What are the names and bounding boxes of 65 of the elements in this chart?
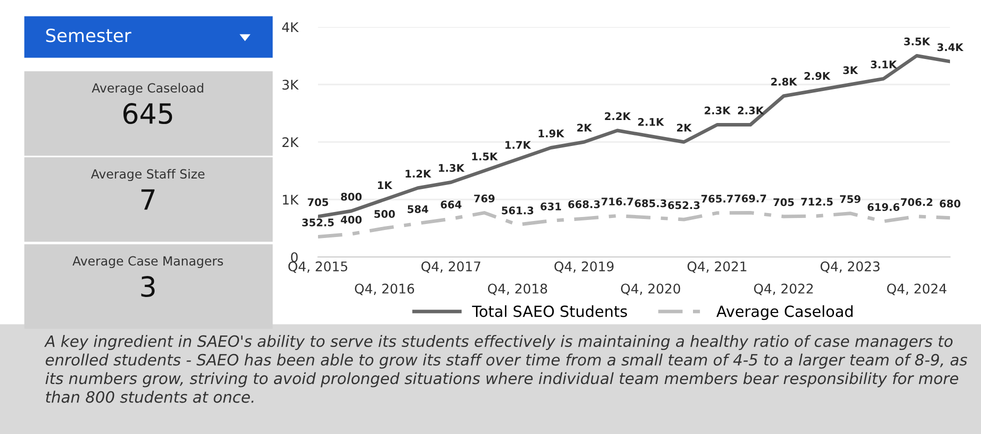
data-label: 1.7K (505, 141, 532, 149)
data-label: 1.3K (438, 164, 465, 172)
x-tick-label: Q4, 2018 (488, 284, 548, 296)
data-label: 1.2K (406, 170, 432, 178)
data-label: 2.3K (738, 106, 764, 114)
x-tick-label: Q4, 2021 (688, 261, 746, 273)
data-label: 706.2 (900, 198, 932, 206)
data-label: 3K (843, 66, 858, 74)
text: 3 (141, 276, 155, 298)
text: 7 (141, 189, 154, 210)
data-label: 619.6 (868, 203, 900, 212)
legend-label: Average Caseload (716, 305, 853, 320)
y-tick-label: 2K (282, 137, 299, 148)
data-label: 668.3 (568, 200, 600, 208)
x-tick-label: Q4, 2023 (820, 261, 880, 273)
text: A key ingredient in SAEO's ability to serve its students effectively is maintaining a healthy ratio of case managers to enrolled students - SAEO has been able to grow its staff over time from a small team of 4-5 to a larger team of 8-9, as its numbers grow, striving to avoid prolonged situations where individual team members bear responsibility for more than 800 students at once. (44, 335, 968, 403)
y-tick-label: 4K (282, 22, 299, 32)
data-label: 1K (378, 181, 392, 189)
data-label: 705 (308, 198, 328, 206)
data-label: 352.5 (302, 218, 334, 226)
y-tick-label: 0 (291, 252, 298, 262)
text: Semester (46, 28, 132, 42)
legend-label: Total SAEO Students (472, 305, 627, 318)
data-label: 2.9K (804, 72, 831, 80)
x-tick-label: Q4, 2017 (421, 261, 480, 273)
text: Average Staff Size (90, 168, 204, 182)
data-label: 3.5K (904, 38, 930, 46)
data-label: 400 (340, 216, 362, 224)
text: Average Case Managers (72, 256, 223, 268)
data-label: 2.8K (771, 78, 798, 86)
data-label: 1.9K (538, 130, 564, 138)
data-label: 769 (474, 194, 495, 202)
data-label: 685.3 (634, 199, 666, 208)
x-tick-label: Q4, 2016 (354, 284, 414, 296)
data-label: 561.3 (502, 206, 534, 214)
data-label: 3.4K (937, 43, 964, 52)
data-label: 3.1K (870, 60, 898, 68)
x-tick-label: Q4, 2015 (288, 261, 348, 273)
data-label: 800 (341, 192, 362, 201)
data-label: 680 (940, 200, 960, 208)
x-tick-label: Q4, 2022 (754, 284, 813, 296)
data-label: 2.3K (704, 106, 731, 114)
y-tick-label: 3K (282, 80, 299, 90)
x-tick-label: Q4, 2024 (887, 284, 946, 296)
data-label: 2.2K (604, 112, 631, 120)
data-label: 2K (577, 124, 592, 132)
data-label: 769.7 (734, 194, 766, 202)
x-tick-label: Q4, 2020 (621, 284, 680, 296)
data-label: 759 (840, 195, 860, 204)
y-tick-label: 1K (282, 194, 299, 205)
data-label: 631 (540, 202, 561, 210)
data-label: 2K (677, 124, 692, 132)
data-label: 765.7 (701, 194, 733, 203)
data-label: 652.3 (668, 201, 700, 210)
text: Average Caseload (92, 82, 204, 96)
x-tick-label: Q4, 2019 (554, 261, 614, 273)
text: 645 (123, 103, 172, 124)
data-label: 584 (408, 205, 428, 214)
data-label: 705 (774, 198, 794, 206)
data-label: 2.1K (638, 118, 664, 126)
data-label: 1.5K (472, 152, 498, 160)
data-label: 500 (374, 210, 395, 218)
data-label: 712.5 (801, 198, 833, 206)
data-label: 664 (440, 200, 462, 208)
data-label: 716.7 (602, 198, 634, 206)
